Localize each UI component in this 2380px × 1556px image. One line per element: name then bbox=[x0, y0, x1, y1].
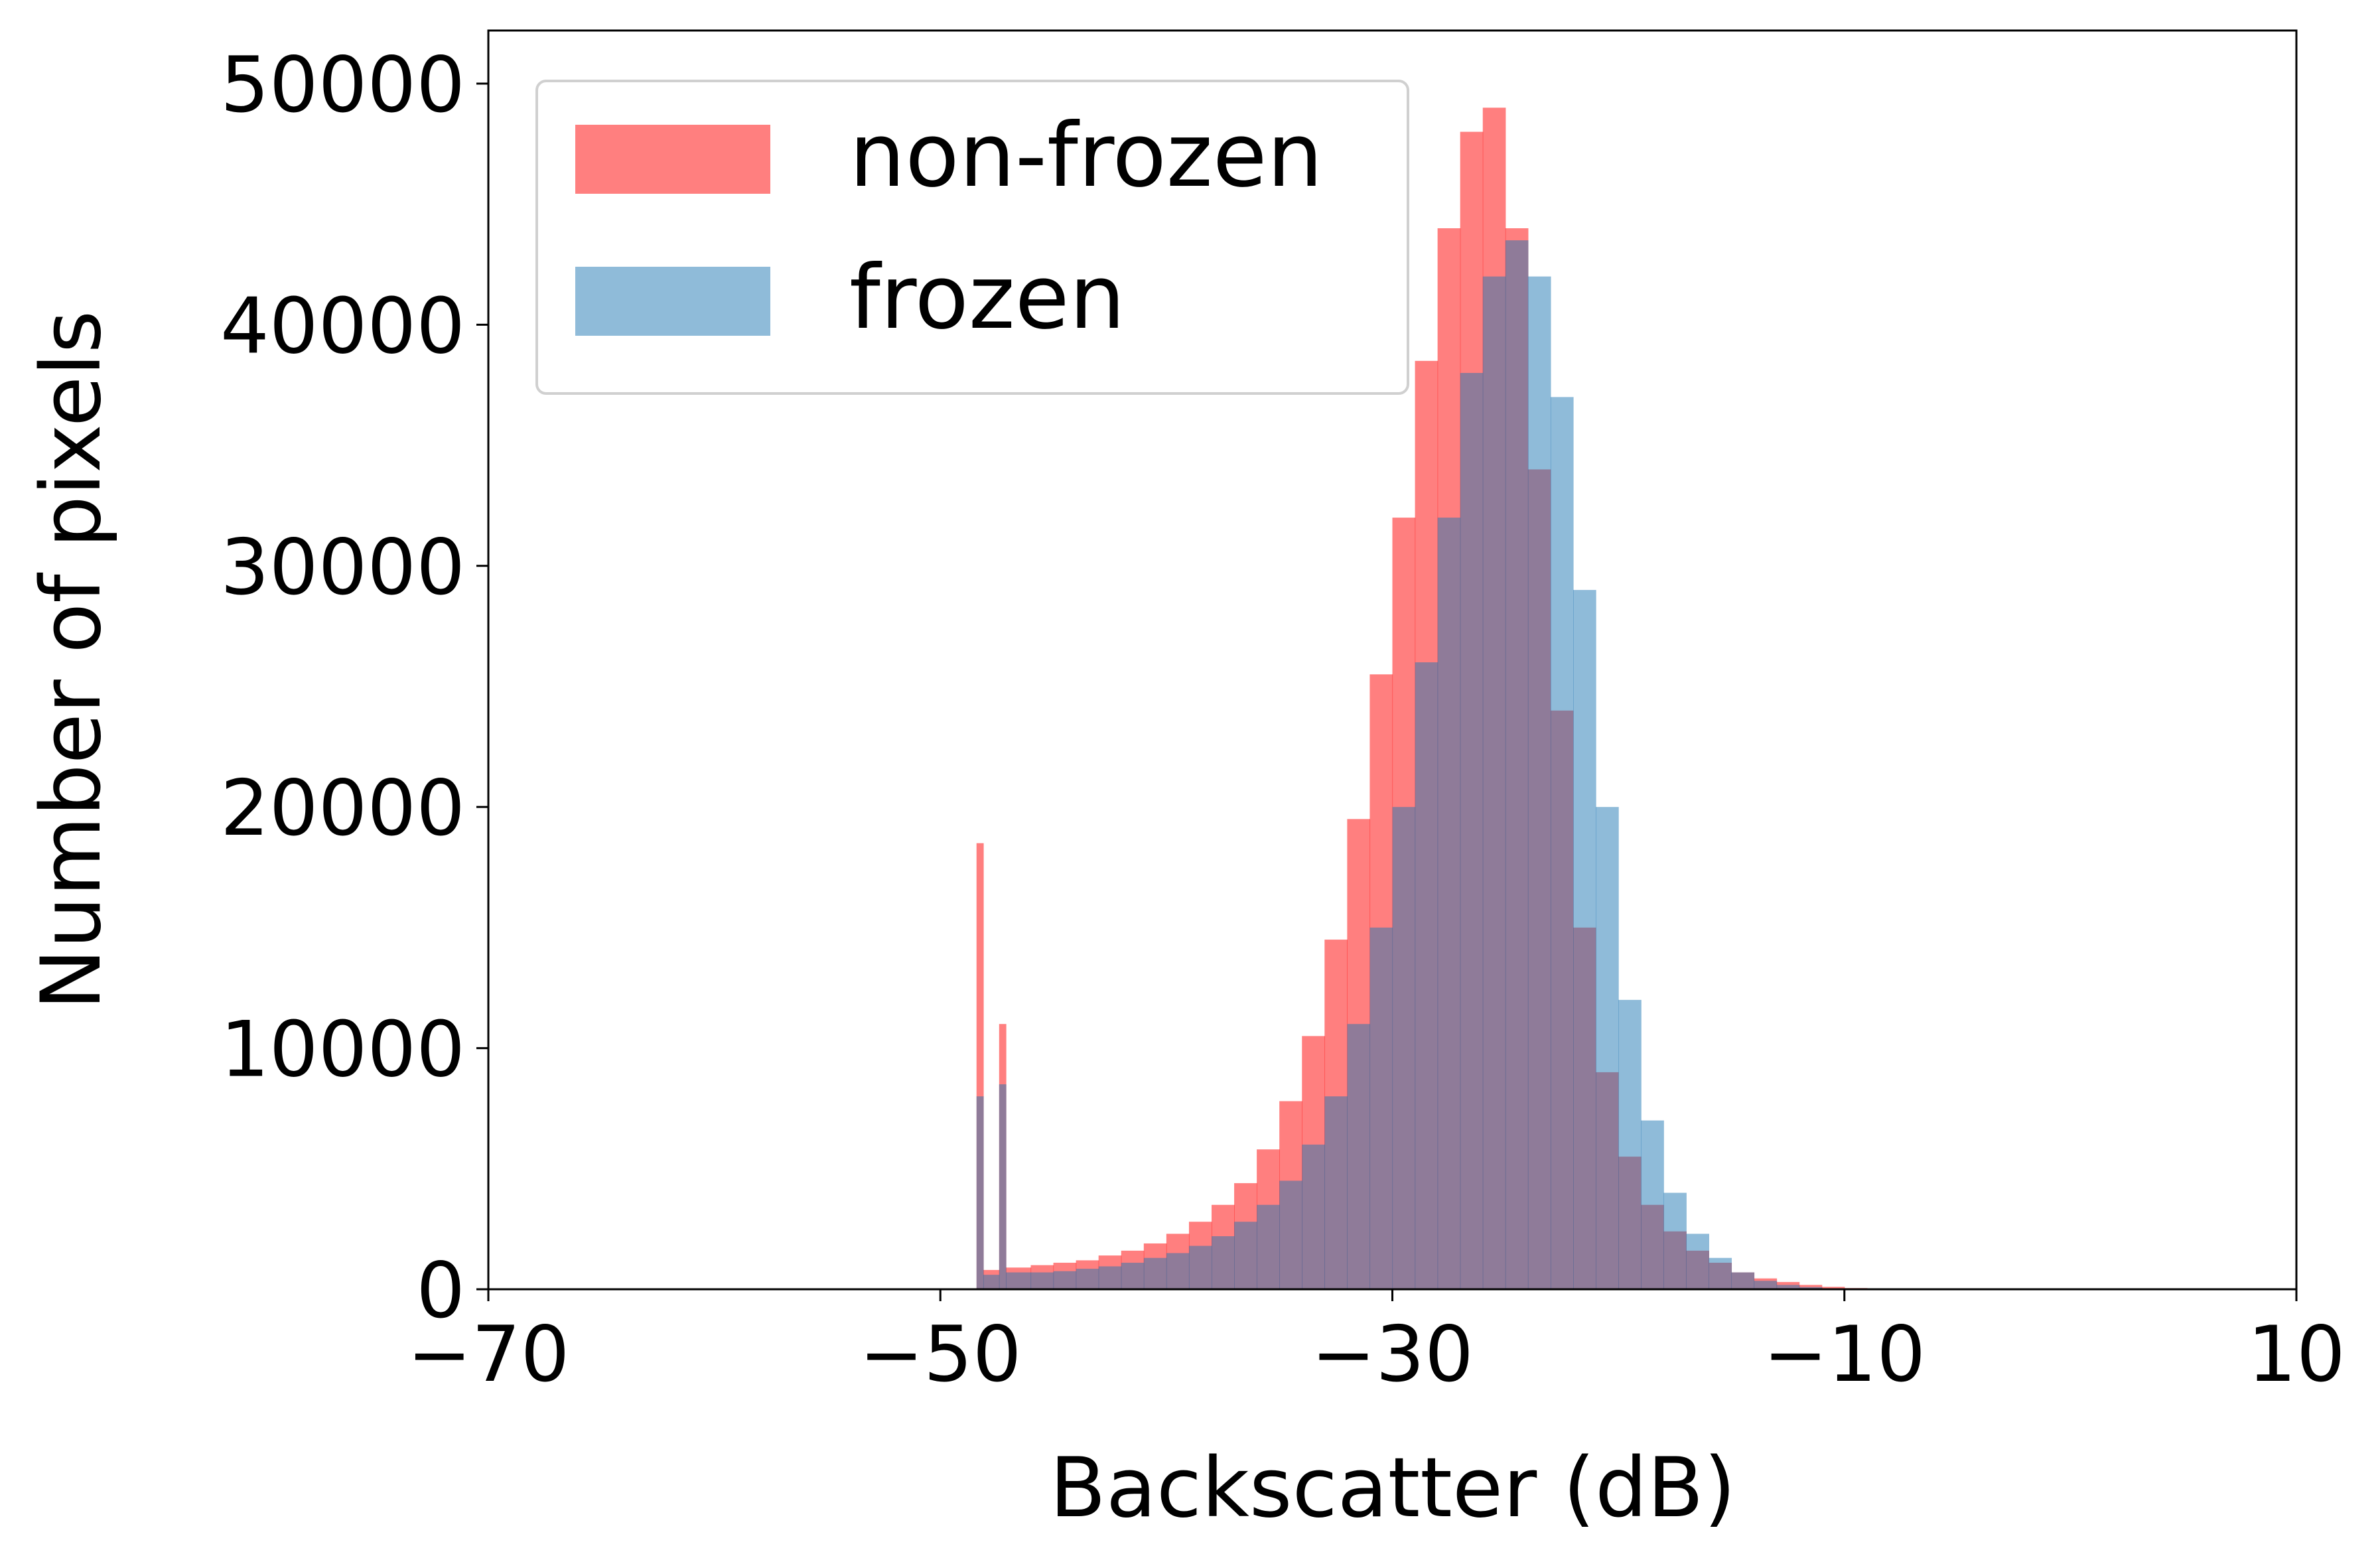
legend-swatch bbox=[575, 267, 770, 336]
y-tick-label: 0 bbox=[416, 1246, 465, 1336]
y-tick-label: 30000 bbox=[220, 523, 465, 612]
histogram-bar bbox=[1505, 240, 1529, 1290]
histogram-bar bbox=[1030, 1272, 1054, 1289]
x-tick-label: 10 bbox=[2247, 1310, 2345, 1399]
histogram-bar bbox=[1550, 397, 1574, 1290]
histogram-bar bbox=[1776, 1285, 1800, 1289]
legend: non-frozen frozen bbox=[535, 80, 1409, 395]
histogram-bar bbox=[999, 1084, 1007, 1289]
y-tick-label: 10000 bbox=[220, 1005, 465, 1095]
histogram-bar bbox=[1799, 1287, 1823, 1289]
histogram-bar bbox=[1302, 1144, 1325, 1289]
histogram-bar bbox=[1754, 1281, 1778, 1289]
x-tick-label: −30 bbox=[1311, 1310, 1474, 1399]
histogram-bar bbox=[1821, 1287, 1845, 1289]
histogram-bar bbox=[1618, 999, 1642, 1289]
histogram-bar bbox=[976, 843, 984, 1289]
histogram-bar bbox=[1076, 1269, 1099, 1289]
histogram-bar bbox=[1053, 1271, 1077, 1289]
histogram-bar bbox=[1482, 276, 1506, 1289]
histogram-bar bbox=[1460, 373, 1484, 1289]
histogram-bar bbox=[1188, 1245, 1212, 1289]
histogram-bar bbox=[1257, 1204, 1280, 1289]
histogram-bar bbox=[1166, 1253, 1190, 1289]
histogram-bar bbox=[1392, 807, 1416, 1289]
x-tick-label: −10 bbox=[1763, 1310, 1925, 1399]
x-tick-label: −50 bbox=[859, 1310, 1022, 1399]
x-tick-label: −70 bbox=[407, 1310, 570, 1399]
histogram-bar bbox=[1663, 1192, 1687, 1289]
legend-label: non-frozen bbox=[849, 105, 1323, 207]
histogram-bar bbox=[1731, 1272, 1755, 1289]
histogram-bar bbox=[1527, 276, 1551, 1289]
y-tick-label: 20000 bbox=[220, 764, 465, 853]
histogram-bar bbox=[1143, 1257, 1167, 1289]
histogram-bar bbox=[1279, 1180, 1302, 1289]
histogram-bar bbox=[1686, 1234, 1709, 1289]
histogram-bar bbox=[1234, 1222, 1257, 1289]
y-axis-label: Number of pixels bbox=[24, 311, 119, 1011]
histogram-bar bbox=[1121, 1263, 1145, 1289]
histogram-bar bbox=[1347, 1024, 1371, 1289]
y-tick-label: 40000 bbox=[220, 281, 465, 371]
histogram-bar bbox=[1324, 1096, 1348, 1289]
histogram-bar bbox=[1709, 1257, 1732, 1289]
histogram-bar bbox=[983, 1275, 1000, 1289]
y-tick-label: 50000 bbox=[220, 40, 465, 130]
histogram-bar bbox=[1212, 1236, 1235, 1289]
legend-swatch bbox=[575, 125, 770, 194]
histogram-bar bbox=[1596, 807, 1619, 1289]
histogram-bar bbox=[1573, 590, 1596, 1289]
legend-label: frozen bbox=[849, 247, 1125, 349]
histogram-bar bbox=[1437, 518, 1461, 1289]
histogram-bar bbox=[1415, 662, 1438, 1289]
histogram-bar bbox=[1799, 1285, 1823, 1289]
histogram-bar bbox=[976, 1096, 984, 1289]
histogram-bar bbox=[1006, 1272, 1032, 1289]
histogram-bar bbox=[1641, 1120, 1664, 1289]
histogram-bar bbox=[1369, 927, 1393, 1289]
x-axis-label: Backscatter (dB) bbox=[1050, 1441, 1736, 1536]
histogram-bar bbox=[1098, 1266, 1122, 1289]
